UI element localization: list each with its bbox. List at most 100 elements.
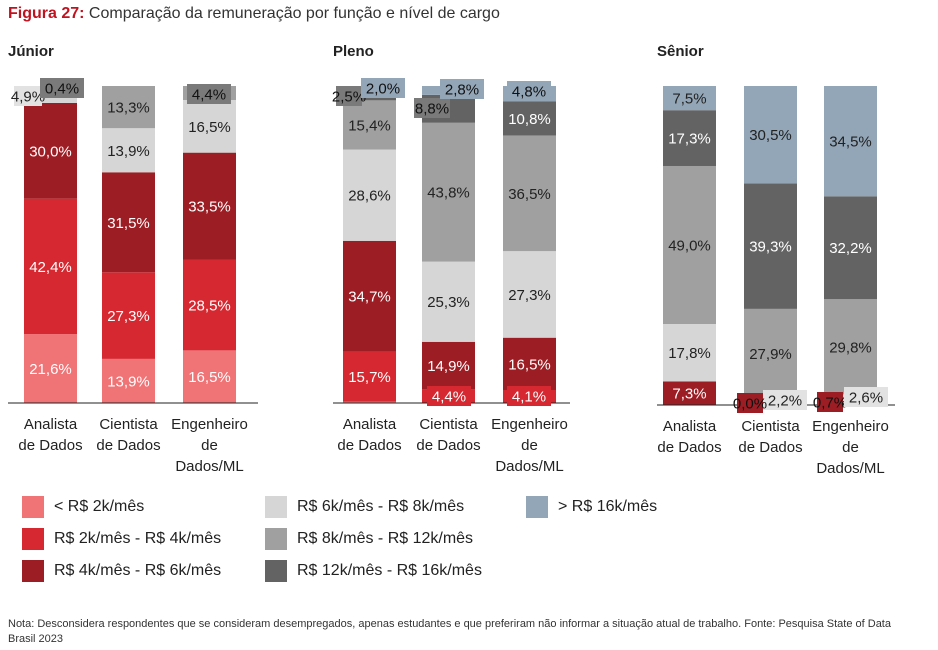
bar-segment xyxy=(744,183,797,309)
data-label-bg xyxy=(427,386,471,406)
bar-segment xyxy=(343,240,396,352)
data-label: 13,9% xyxy=(107,373,150,390)
bar-segment xyxy=(503,135,556,252)
bar-segment xyxy=(343,100,396,150)
chart-panel-júnior: Júnior Analista de Dados Cientista de Dados E… xyxy=(8,43,258,475)
data-label: 29,8% xyxy=(829,339,872,356)
category-label: Engenheiro xyxy=(171,416,248,433)
bar-segment xyxy=(102,272,155,359)
bar-segment xyxy=(744,86,797,184)
bar-segment xyxy=(503,251,556,338)
legend-item-4k-6k: R$ 4k/mês - R$ 6k/mês xyxy=(22,560,221,582)
category-label: de xyxy=(842,439,859,456)
stacked-bar-charts: Júnior Analista de Dados Cientista de Dados E… xyxy=(8,43,895,477)
figure-label: Figura 27: xyxy=(8,5,85,22)
data-label: 2,8% xyxy=(445,82,479,99)
category-label: de Dados xyxy=(18,437,82,454)
bar-segment xyxy=(824,86,877,197)
bar-segment xyxy=(744,308,797,398)
category-label: Analista xyxy=(343,416,397,433)
data-label: 8,8% xyxy=(415,101,449,118)
bar-segment xyxy=(24,198,77,335)
data-label-bg xyxy=(440,79,484,99)
category-label: Cientista xyxy=(99,416,158,433)
data-label: 0,7% xyxy=(813,395,847,412)
data-label: 39,3% xyxy=(749,239,792,256)
data-label: 16,5% xyxy=(188,369,231,386)
chart-panel-pleno: Pleno Analista de Dados Cientista de Dados En… xyxy=(332,43,570,475)
bar-segment xyxy=(422,341,475,390)
legend-swatch xyxy=(265,496,287,518)
figure-title-text: Comparação da remuneração por função e n… xyxy=(88,5,500,22)
data-label: 15,7% xyxy=(348,369,391,386)
data-label: 31,5% xyxy=(107,215,150,232)
legend-label: < R$ 2k/mês xyxy=(54,498,145,515)
data-label: 27,3% xyxy=(508,287,551,304)
data-label: 2,2% xyxy=(768,393,802,410)
footnote: Nota: Desconsidera respondentes que se c… xyxy=(8,618,891,645)
data-label-bg xyxy=(187,84,231,104)
bar-segment xyxy=(503,101,556,136)
category-label: de xyxy=(201,437,218,454)
category-label: de xyxy=(521,437,538,454)
category-label: Cientista xyxy=(419,416,478,433)
bar-segment xyxy=(343,351,396,402)
bar-segment xyxy=(422,261,475,342)
data-label: 13,9% xyxy=(107,143,150,160)
legend-label: R$ 8k/mês - R$ 12k/mês xyxy=(297,530,474,547)
data-label: 27,9% xyxy=(749,346,792,363)
data-label-bg xyxy=(40,78,84,98)
bar-segment xyxy=(824,196,877,300)
bar-segment xyxy=(102,86,155,129)
panel-title: Sênior xyxy=(657,43,704,60)
legend-item-6k-8k: R$ 6k/mês - R$ 8k/mês xyxy=(265,496,464,518)
legend-label: R$ 6k/mês - R$ 8k/mês xyxy=(297,498,465,515)
data-label-bg xyxy=(507,386,551,406)
legend-swatch xyxy=(526,496,548,518)
legend-label: R$ 12k/mês - R$ 16k/mês xyxy=(297,562,482,579)
category-label: de Dados xyxy=(738,439,802,456)
bar-segment xyxy=(343,149,396,241)
legend-swatch xyxy=(22,528,44,550)
data-label: 4,4% xyxy=(432,389,466,406)
data-label: 2,0% xyxy=(366,81,400,98)
data-label-bg xyxy=(507,81,551,101)
panel-title: Júnior xyxy=(8,43,54,60)
data-label: 4,1% xyxy=(512,389,546,406)
bar-segment xyxy=(183,350,236,403)
data-label: 0,0% xyxy=(733,396,767,413)
category-label: Dados/ML xyxy=(816,460,884,477)
legend-item-12k-16k: R$ 12k/mês - R$ 16k/mês xyxy=(265,560,482,582)
legend: < R$ 2k/mês R$ 2k/mês - R$ 4k/mês R$ 4k/… xyxy=(22,496,742,596)
data-label: 43,8% xyxy=(427,185,470,202)
data-label-bg xyxy=(737,393,763,413)
bar-segment xyxy=(422,122,475,262)
data-label: 49,0% xyxy=(668,238,711,255)
legend-item-lt2k: < R$ 2k/mês xyxy=(22,496,144,518)
data-label: 36,5% xyxy=(508,186,551,203)
data-label: 34,5% xyxy=(829,134,872,151)
data-label: 25,3% xyxy=(427,294,470,311)
data-label: 10,8% xyxy=(508,111,551,128)
data-label-bg xyxy=(361,78,405,98)
data-label: 30,0% xyxy=(29,143,72,160)
data-label: 21,6% xyxy=(29,361,72,378)
legend-label: > R$ 16k/mês xyxy=(558,498,658,515)
data-label: 4,4% xyxy=(192,87,226,104)
bar-segment xyxy=(824,299,877,395)
data-label: 17,3% xyxy=(668,131,711,148)
category-label: Engenheiro xyxy=(812,418,889,435)
data-label: 17,8% xyxy=(668,345,711,362)
data-label-bg xyxy=(844,387,888,407)
bar-segment xyxy=(183,259,236,351)
bar-segment xyxy=(102,128,155,173)
data-label-bg xyxy=(14,86,42,106)
category-label: Cientista xyxy=(741,418,800,435)
legend-item-2k-4k: R$ 2k/mês - R$ 4k/mês xyxy=(22,528,221,550)
category-label: de Dados xyxy=(337,437,401,454)
data-label: 4,9% xyxy=(11,89,45,106)
bar-segment xyxy=(663,110,716,166)
legend-label: R$ 4k/mês - R$ 6k/mês xyxy=(54,562,222,579)
data-label: 14,9% xyxy=(427,358,470,375)
bar-segment xyxy=(343,401,396,403)
